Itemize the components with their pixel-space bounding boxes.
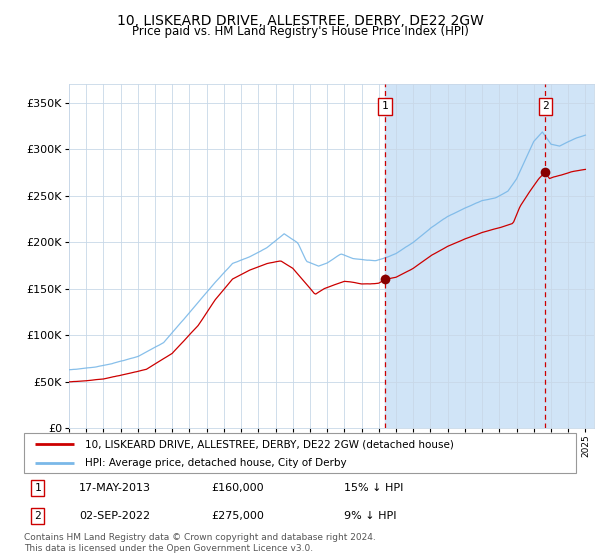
Text: £160,000: £160,000 (212, 483, 265, 493)
Text: 2: 2 (542, 101, 548, 111)
Text: Contains HM Land Registry data © Crown copyright and database right 2024.
This d: Contains HM Land Registry data © Crown c… (24, 533, 376, 553)
Text: 17-MAY-2013: 17-MAY-2013 (79, 483, 151, 493)
Text: HPI: Average price, detached house, City of Derby: HPI: Average price, detached house, City… (85, 458, 346, 468)
Text: 2: 2 (34, 511, 41, 521)
FancyBboxPatch shape (24, 433, 576, 473)
Text: 1: 1 (382, 101, 389, 111)
Text: 15% ↓ HPI: 15% ↓ HPI (344, 483, 404, 493)
Text: £275,000: £275,000 (212, 511, 265, 521)
Text: 9% ↓ HPI: 9% ↓ HPI (344, 511, 397, 521)
Text: 02-SEP-2022: 02-SEP-2022 (79, 511, 151, 521)
Text: 1: 1 (34, 483, 41, 493)
Bar (385, 84, 600, 428)
Text: 10, LISKEARD DRIVE, ALLESTREE, DERBY, DE22 2GW: 10, LISKEARD DRIVE, ALLESTREE, DERBY, DE… (116, 14, 484, 28)
Text: 10, LISKEARD DRIVE, ALLESTREE, DERBY, DE22 2GW (detached house): 10, LISKEARD DRIVE, ALLESTREE, DERBY, DE… (85, 439, 454, 449)
Text: Price paid vs. HM Land Registry's House Price Index (HPI): Price paid vs. HM Land Registry's House … (131, 25, 469, 38)
